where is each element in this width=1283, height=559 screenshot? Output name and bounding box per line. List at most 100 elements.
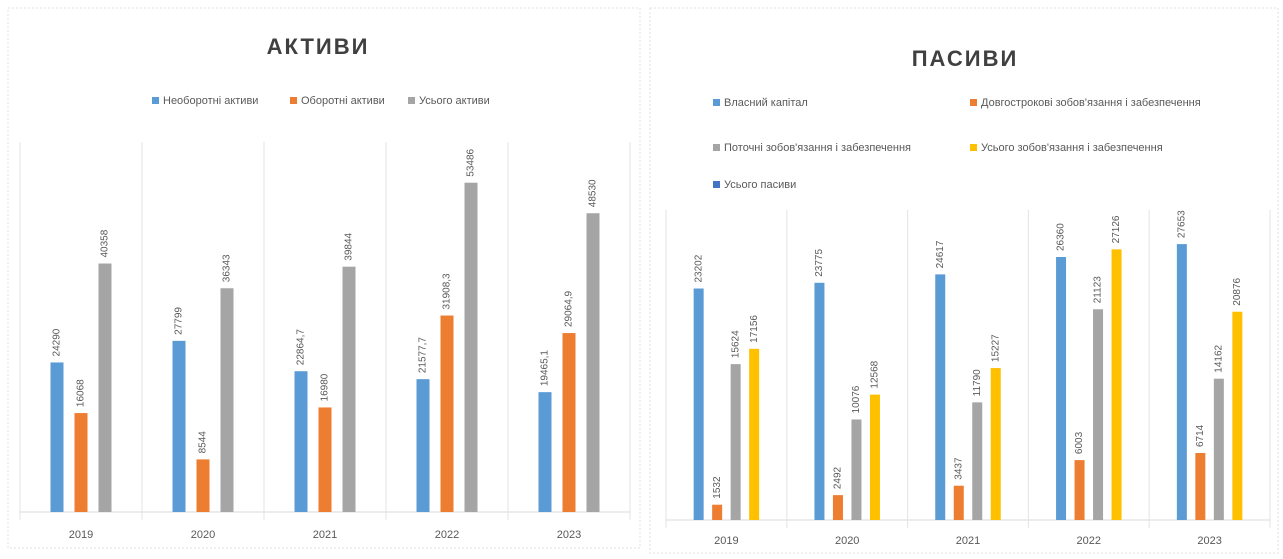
panel-border (7, 7, 641, 549)
legend-label: Довгострокові зобов'язання і забезпеченн… (981, 97, 1201, 109)
x-tick-label: 2023 (1197, 535, 1221, 547)
data-label: 14162 (1213, 344, 1224, 372)
legend-label: Усього пасиви (724, 179, 796, 191)
bar (730, 364, 741, 520)
bar (953, 485, 964, 520)
data-label: 15227 (990, 334, 1001, 362)
data-label: 11790 (972, 369, 983, 397)
bar (1195, 453, 1206, 520)
legend-label: Усього активи (419, 95, 490, 107)
data-label: 16980 (320, 373, 331, 401)
data-label: 12568 (870, 360, 881, 388)
data-label: 31908,3 (442, 273, 453, 310)
legend-label: Власний капітал (724, 97, 808, 109)
legend-label: Усього зобов'язання і забезпечення (981, 142, 1163, 154)
chart-title: АКТИВИ (267, 34, 370, 59)
data-label: 27126 (1111, 215, 1122, 243)
bar (972, 402, 983, 520)
data-label: 15624 (730, 330, 741, 358)
bar (1232, 311, 1243, 520)
data-label: 40358 (100, 229, 111, 257)
legend-label: Поточні зобов'язання і забезпечення (724, 142, 911, 154)
data-label: 6714 (1195, 424, 1206, 447)
data-label: 23775 (814, 249, 825, 277)
data-label: 3437 (953, 457, 964, 480)
bar (416, 379, 430, 512)
data-label: 10076 (851, 385, 862, 413)
bar (74, 413, 88, 512)
bar (1093, 309, 1104, 520)
bar (749, 348, 760, 520)
data-label: 27653 (1176, 210, 1187, 238)
bar (440, 315, 454, 512)
data-label: 6003 (1074, 431, 1085, 454)
legend-label: Необоротні активи (163, 95, 258, 107)
data-label: 27799 (174, 307, 185, 335)
bar (318, 407, 332, 512)
x-tick-label: 2021 (956, 535, 980, 547)
bar (990, 368, 1001, 520)
bar (294, 371, 308, 512)
bar (1176, 244, 1187, 520)
data-label: 16068 (76, 379, 87, 407)
bar (538, 392, 552, 512)
bar (935, 274, 946, 520)
bar (586, 213, 600, 512)
bar (342, 266, 356, 512)
data-label: 19465,1 (540, 350, 551, 387)
x-tick-label: 2022 (435, 529, 459, 541)
bar (814, 282, 825, 520)
data-label: 29064,9 (564, 290, 575, 327)
bar (851, 419, 862, 520)
bar (869, 394, 880, 520)
x-tick-label: 2020 (191, 529, 215, 541)
bar (172, 340, 186, 512)
legend-swatch (713, 181, 720, 188)
bar (832, 495, 843, 520)
legend-swatch (970, 144, 977, 151)
data-label: 53486 (466, 148, 477, 176)
data-label: 2492 (833, 466, 844, 489)
data-label: 17156 (749, 315, 760, 343)
x-tick-label: 2022 (1077, 535, 1101, 547)
panel-border (649, 7, 1279, 554)
legend-swatch (290, 97, 297, 104)
data-label: 21123 (1093, 276, 1104, 304)
data-label: 24290 (52, 328, 63, 356)
bar (196, 459, 210, 512)
data-label: 21577,7 (418, 337, 429, 374)
data-label: 24617 (935, 240, 946, 268)
data-label: 36343 (222, 254, 233, 282)
data-label: 20876 (1232, 277, 1243, 305)
data-label: 39844 (344, 232, 355, 260)
bar (712, 504, 723, 520)
x-tick-label: 2019 (714, 535, 738, 547)
data-label: 23202 (693, 254, 704, 282)
legend-swatch (713, 144, 720, 151)
legend-swatch (408, 97, 415, 104)
legend-swatch (713, 99, 720, 106)
bar (98, 263, 112, 512)
chart-title: ПАСИВИ (912, 46, 1019, 71)
bar (1111, 249, 1122, 521)
bar (464, 182, 478, 512)
data-label: 8544 (198, 431, 209, 454)
x-tick-label: 2021 (313, 529, 337, 541)
bar (50, 362, 64, 512)
bar (1213, 378, 1224, 520)
bar (220, 288, 234, 512)
data-label: 1532 (712, 476, 723, 499)
x-tick-label: 2020 (835, 535, 859, 547)
legend-swatch (152, 97, 159, 104)
bar (1056, 257, 1067, 520)
data-label: 22864,7 (296, 329, 307, 366)
legend-swatch (970, 99, 977, 106)
bar (562, 333, 576, 512)
x-tick-label: 2019 (69, 529, 93, 541)
bar (693, 288, 704, 520)
x-tick-label: 2023 (557, 529, 581, 541)
data-label: 48530 (588, 179, 599, 207)
data-label: 26360 (1056, 223, 1067, 251)
bar (1074, 460, 1085, 520)
